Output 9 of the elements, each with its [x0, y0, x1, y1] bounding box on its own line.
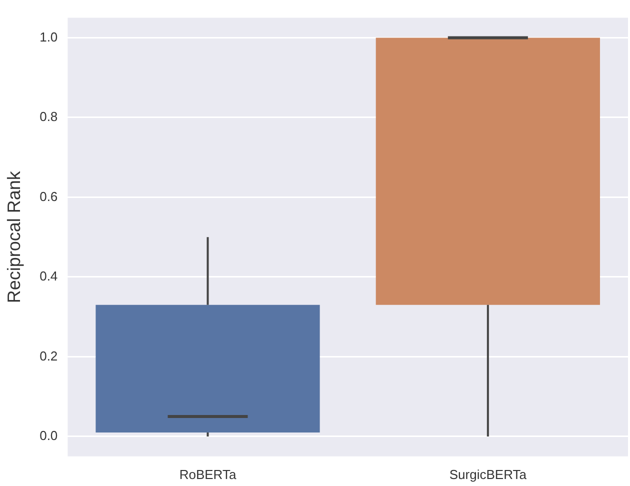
y-tick-label: 0.4	[40, 268, 58, 284]
y-tick-label: 0.0	[40, 428, 58, 444]
y-tick-label: 0.6	[40, 188, 58, 204]
y-tick-label: 0.8	[40, 109, 58, 124]
x-tick-label: SurgicBERTa	[449, 466, 528, 482]
x-tick-label: RoBERTa	[179, 466, 237, 482]
y-tick-label: 0.2	[40, 348, 58, 364]
y-axis-title: Reciprocal Rank	[4, 170, 24, 304]
y-tick-label: 1.0	[40, 29, 58, 44]
